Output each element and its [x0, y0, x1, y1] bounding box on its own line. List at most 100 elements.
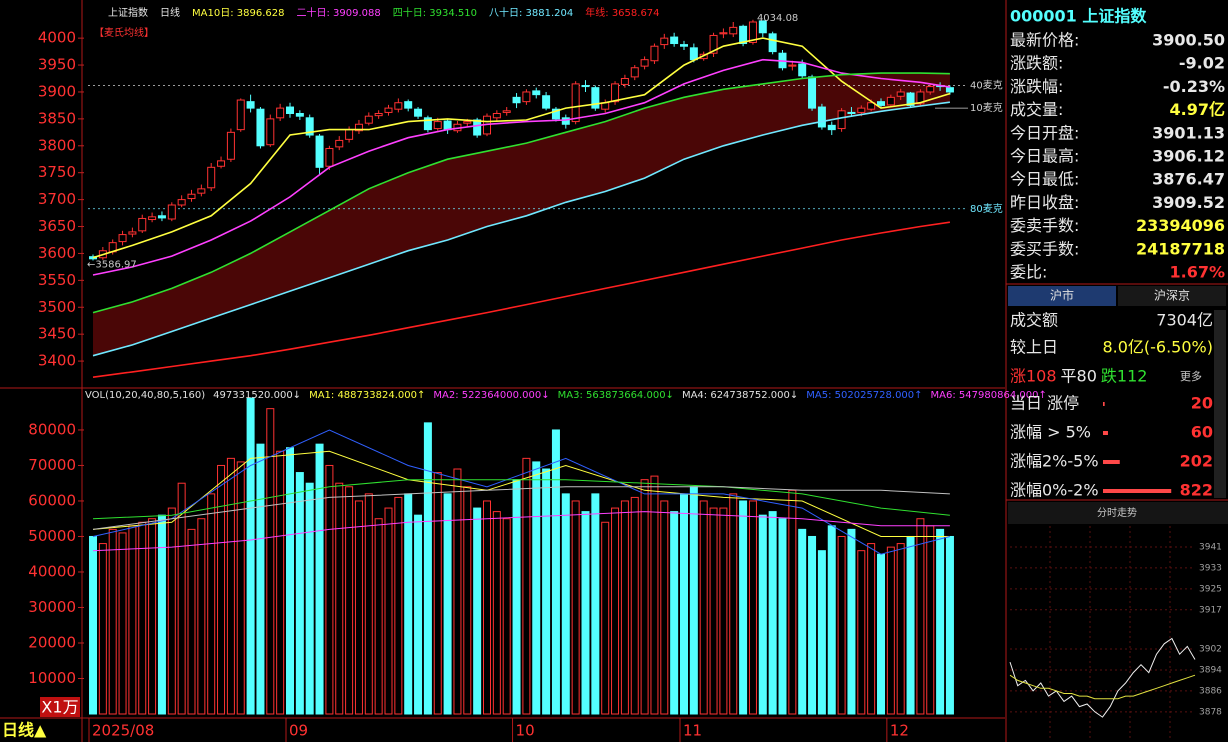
candle-body	[315, 135, 324, 168]
candle-body	[236, 99, 245, 131]
volume-bar	[246, 397, 255, 715]
reference-label: 80麦克	[970, 203, 1003, 215]
volume-bar	[295, 472, 304, 715]
breadth-count: 跌112	[1101, 367, 1148, 386]
legend-entry: 年线: 3658.674	[585, 6, 659, 19]
ma-line	[92, 58, 951, 276]
volume-bar	[906, 535, 915, 715]
volume-bar	[354, 500, 363, 715]
candle-body	[906, 92, 915, 106]
volume-bar	[512, 479, 521, 715]
legend-entry: MA10日: 3896.628	[192, 8, 284, 19]
tab[interactable]	[1118, 286, 1226, 306]
y-tick-label: 3750	[38, 163, 76, 181]
period: 日线	[160, 6, 180, 19]
indicator-label: MA6: 547980864.000↑	[931, 390, 1047, 401]
extreme-label: 4034.08	[757, 13, 798, 24]
volume-bar	[89, 535, 97, 715]
candle-body	[896, 91, 905, 97]
volume-bar	[473, 507, 482, 715]
candle-body	[492, 112, 501, 119]
candle-body	[768, 33, 777, 53]
x-tick-label: 12	[890, 722, 909, 740]
quote-label: 委买手数:	[1010, 239, 1079, 258]
y-tick-label: 3878	[1199, 707, 1222, 717]
indicator-label: VOL(10,20,40,80,5,160)	[85, 390, 205, 401]
quote-value: 23394096	[1136, 216, 1225, 235]
quote-value: 24187718	[1136, 239, 1225, 258]
quote-value: 3900.50	[1152, 31, 1225, 50]
candle-body	[443, 120, 452, 131]
period-switch[interactable]: 日线▲	[2, 721, 47, 740]
candle-body	[926, 86, 935, 93]
volume-bar	[739, 500, 748, 715]
volume-bar	[945, 535, 954, 715]
y-tick-label: 10000	[28, 669, 76, 687]
y-tick-label: 3850	[38, 109, 76, 127]
scrollbar[interactable]	[1214, 310, 1226, 498]
volume-bar	[157, 514, 166, 715]
candle-body	[620, 78, 629, 85]
stat-label: 涨幅 > 5%	[1010, 423, 1091, 442]
candle-body	[551, 108, 560, 120]
candle-body	[266, 118, 275, 146]
volume-bar	[256, 443, 265, 715]
volume-bar	[217, 464, 226, 715]
extreme-label: ←3586.97	[87, 259, 137, 270]
y-tick-label: 3917	[1199, 605, 1222, 615]
candle-body	[414, 108, 423, 117]
stat-label: 涨幅0%-2%	[1010, 481, 1099, 500]
y-tick-label: 3900	[38, 82, 76, 100]
quote-label: 涨跌额:	[1010, 54, 1063, 73]
y-tick-label: 3650	[38, 217, 76, 235]
y-tick-label: 80000	[28, 420, 76, 438]
tab-label[interactable]: 沪市	[1050, 288, 1074, 303]
volume-bar	[660, 500, 669, 715]
stat-value: 822	[1180, 481, 1213, 500]
y-tick-label: 3886	[1199, 686, 1222, 696]
volume-bar	[620, 500, 629, 715]
y-tick-label: 3941	[1199, 542, 1222, 552]
candle-body	[394, 102, 403, 110]
tab-label[interactable]: 沪深京	[1154, 289, 1190, 303]
volume-bar	[581, 511, 590, 715]
unit-box	[40, 697, 80, 717]
volume-bar	[630, 496, 639, 715]
volume-bar	[207, 493, 216, 715]
tab[interactable]	[1008, 286, 1116, 306]
candle-body	[384, 107, 393, 113]
candle-body	[877, 101, 885, 106]
legend-entry: 八十日: 3881.204	[489, 6, 573, 19]
volume-ma-line	[92, 511, 950, 552]
quote-value: 3901.13	[1152, 123, 1225, 142]
volume-bar	[266, 408, 275, 715]
stat-label: 涨幅2%-5%	[1010, 452, 1099, 471]
volume-bar	[601, 521, 610, 715]
quote-label: 今日开盘:	[1010, 123, 1079, 142]
candle-body	[650, 45, 659, 62]
indicator-label: 497331520.000↓	[213, 390, 301, 401]
volume-bar	[492, 511, 501, 715]
candle-body	[404, 101, 413, 109]
candle-body	[719, 32, 728, 35]
volume-bar	[226, 457, 235, 715]
ma-line	[92, 221, 951, 378]
quote-label: 今日最低:	[1010, 170, 1079, 189]
volume-bar	[433, 472, 442, 715]
candle-body	[463, 121, 472, 124]
quote-label: 涨跌幅:	[1010, 77, 1063, 96]
candle-body	[611, 83, 620, 103]
volume-bar	[128, 525, 137, 715]
more-button[interactable]: 更多	[1180, 369, 1202, 383]
volume-bar	[305, 482, 314, 715]
candle-body	[827, 124, 836, 131]
volume-bar	[98, 543, 107, 715]
volume-bar	[778, 518, 787, 715]
volume-bar	[689, 486, 698, 715]
candle-body	[798, 63, 807, 77]
more-button-bg[interactable]	[1176, 368, 1214, 386]
volume-bar	[236, 461, 245, 715]
volume-bar	[808, 535, 817, 715]
y-tick-label: 3950	[38, 56, 76, 74]
volume-bar	[522, 457, 531, 715]
